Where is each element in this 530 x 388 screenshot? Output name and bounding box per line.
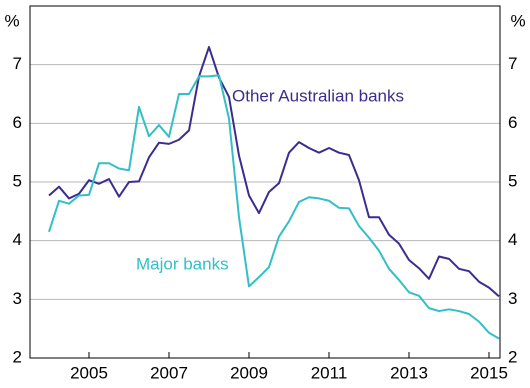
x-tick-label: 2015 — [470, 363, 508, 382]
y-tick-label: 6 — [13, 113, 22, 132]
y-axis-label: % — [4, 11, 19, 30]
y-tick-label: 5 — [13, 171, 22, 190]
y-tick-label: 2 — [13, 347, 22, 366]
plot-frame — [29, 5, 501, 359]
x-tick-label: 2007 — [150, 363, 188, 382]
y2-tick-label: 7 — [508, 54, 517, 73]
x-tick-label: 2013 — [390, 363, 428, 382]
x-tick-label: 2009 — [230, 363, 268, 382]
y-tick-label: 3 — [13, 289, 22, 308]
y-tick-label: 4 — [13, 230, 22, 249]
x-tick-label: 2005 — [70, 363, 108, 382]
series-line — [48, 74, 500, 340]
y2-tick-label: 6 — [508, 113, 517, 132]
y2-tick-label: 4 — [508, 230, 517, 249]
y2-tick-label: 5 — [508, 171, 517, 190]
series-label: Major banks — [136, 254, 229, 273]
y2-tick-label: 2 — [508, 347, 517, 366]
series-label: Other Australian banks — [232, 86, 404, 105]
x-tick-label: 2011 — [311, 363, 348, 382]
series-line — [48, 46, 500, 298]
y2-axis-label: % — [510, 11, 525, 30]
y-tick-label: 7 — [13, 54, 22, 73]
y2-tick-label: 3 — [508, 289, 517, 308]
